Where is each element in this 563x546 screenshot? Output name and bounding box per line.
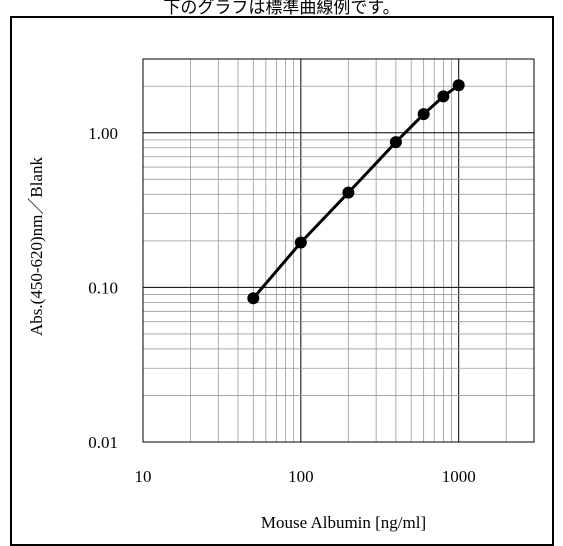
y-tick-label: 1.00 [88, 124, 118, 143]
grid-lines [142, 58, 535, 443]
y-tick-label: 0.01 [88, 433, 118, 452]
x-tick-label: 10 [135, 467, 152, 486]
plot-area-border [142, 58, 535, 443]
data-point [294, 236, 307, 249]
y-tick-label: 0.10 [88, 278, 118, 297]
data-point [452, 79, 465, 92]
data-point [417, 108, 430, 121]
data-point [389, 136, 402, 149]
data-point [247, 292, 260, 305]
x-axis-label: Mouse Albumin [ng/ml] [261, 513, 426, 532]
data-point [342, 186, 355, 199]
figure-caption: 下のグラフは標準曲線例です。 [163, 0, 400, 18]
x-tick-label: 1000 [442, 467, 476, 486]
tick-labels: 10 100 1000 0.01 0.10 1.00 [88, 124, 475, 486]
y-axis-label: Abs.(450-620)nm／Blank [27, 157, 46, 336]
x-tick-label: 100 [288, 467, 314, 486]
series-layer [247, 79, 465, 305]
data-point [437, 90, 450, 103]
